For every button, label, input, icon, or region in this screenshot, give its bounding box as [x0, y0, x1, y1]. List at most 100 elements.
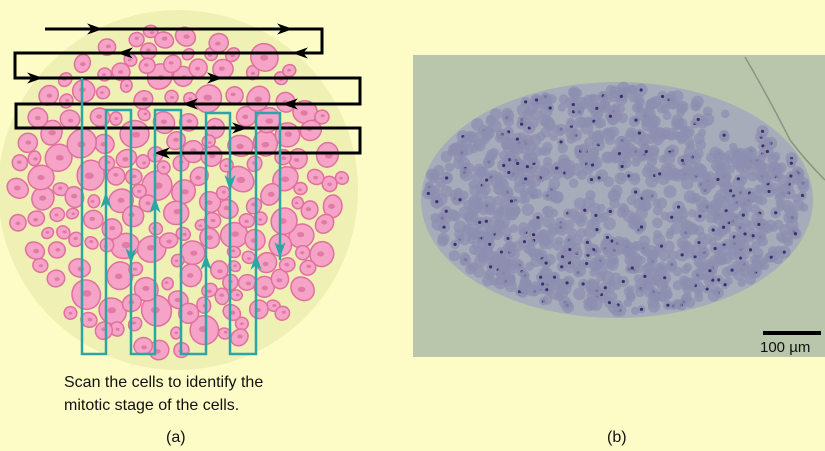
cell-nucleus: [168, 61, 174, 65]
cell-nucleus: [131, 131, 141, 138]
cell-nucleus: [25, 140, 32, 145]
tissue-nucleus: [515, 137, 519, 141]
cell-nucleus: [114, 116, 119, 120]
tissue-nucleus: [800, 193, 805, 198]
tissue-nucleus: [658, 172, 662, 176]
tissue-cell: [608, 302, 619, 314]
cell-nucleus: [173, 208, 182, 215]
tissue-nucleus: [741, 213, 745, 217]
tissue-cell: [695, 258, 709, 272]
tissue-cell: [522, 151, 533, 162]
tissue-cell: [729, 142, 738, 152]
cell-nucleus: [90, 199, 95, 203]
arrow-icon: [149, 197, 161, 213]
tissue-nucleus: [605, 235, 610, 240]
tissue-cell: [676, 100, 689, 114]
tissue-nucleus: [568, 247, 572, 252]
tissue-cell: [449, 210, 461, 222]
tissue-nucleus: [426, 191, 430, 196]
tissue-nucleus: [696, 117, 700, 122]
cell-nucleus: [231, 249, 236, 253]
tissue-cell: [681, 220, 691, 231]
tissue-nucleus: [722, 133, 726, 137]
tissue-cell: [509, 224, 519, 233]
tissue-cell: [675, 118, 688, 130]
arrow-icon: [250, 254, 262, 270]
tissue-cell: [787, 209, 799, 221]
tissue-cell: [542, 206, 551, 215]
cell-nucleus: [144, 63, 149, 67]
cell-nucleus: [142, 285, 150, 292]
tissue-nucleus: [502, 163, 506, 168]
panel-a-caption: Scan the cells to identify the mitotic s…: [64, 371, 263, 417]
tissue-nucleus: [509, 199, 514, 203]
tissue-cell: [440, 151, 453, 163]
cell-nucleus: [300, 251, 305, 255]
tissue-cell: [459, 252, 470, 263]
tissue-cell: [706, 260, 716, 270]
tissue-cell: [662, 152, 676, 165]
tissue-cell: [659, 250, 671, 262]
tissue-cell: [567, 208, 580, 221]
cell-nucleus: [190, 250, 198, 256]
arrow-icon: [100, 192, 112, 208]
cell-nucleus: [313, 175, 319, 180]
vertical-scan-path: [80, 78, 282, 356]
tissue-cell: [662, 165, 674, 177]
cell-nucleus: [207, 53, 212, 57]
cell-nucleus: [124, 84, 129, 88]
tissue-cell: [697, 232, 707, 241]
cell-nucleus: [160, 119, 167, 124]
tissue-cell: [773, 245, 784, 256]
cell-nucleus: [281, 310, 286, 314]
tissue-cell: [734, 186, 748, 200]
tissue-cell: [599, 99, 610, 109]
panel-b-label: (b): [607, 429, 627, 446]
tissue-cell: [617, 81, 631, 95]
tissue-nucleus: [541, 282, 545, 286]
cell-nucleus: [230, 310, 236, 315]
tissue-cell: [652, 205, 663, 216]
cell-nucleus: [321, 220, 328, 225]
cell-nucleus: [306, 264, 312, 269]
cell-nucleus: [132, 267, 138, 271]
tissue-cell: [567, 87, 578, 98]
cell-nucleus: [37, 174, 45, 181]
cell-nucleus: [207, 141, 212, 144]
tissue-nucleus: [743, 232, 747, 236]
tissue-cell: [770, 151, 781, 162]
tissue-nucleus: [589, 177, 594, 182]
caption-line-2: mitotic stage of the cells.: [64, 397, 240, 414]
cell-nucleus: [183, 34, 190, 39]
tissue-cell: [656, 102, 668, 114]
tissue-nucleus: [639, 88, 643, 92]
tissue-nucleus: [507, 170, 511, 175]
tissue-cell: [462, 143, 474, 156]
tissue-cell: [731, 195, 741, 205]
arrow-icon: [154, 147, 170, 159]
tissue-cell: [444, 162, 455, 173]
tissue-cell: [656, 278, 669, 291]
tissue-nucleus: [680, 253, 684, 257]
cell-nucleus: [284, 262, 290, 267]
cell-nucleus: [244, 219, 249, 224]
cell-nucleus: [328, 203, 336, 209]
tissue-cell: [653, 230, 662, 239]
tissue-nucleus: [445, 176, 449, 180]
cell-nucleus: [48, 130, 56, 136]
tissue-cell: [550, 190, 564, 204]
tissue-cell: [593, 110, 603, 121]
cell-nucleus: [236, 176, 246, 184]
tissue-cell: [501, 107, 514, 120]
cell-nucleus: [339, 176, 343, 180]
cell-nucleus: [297, 188, 302, 192]
tissue-cell: [617, 112, 629, 124]
tissue-cell: [495, 270, 504, 279]
tissue-cell: [558, 94, 569, 105]
cell-nucleus: [223, 205, 230, 211]
tissue-cell: [728, 249, 739, 261]
cell-nucleus: [143, 112, 148, 116]
cell-nucleus: [186, 310, 193, 316]
arrow-icon: [277, 23, 293, 35]
tissue-cell: [603, 217, 616, 231]
